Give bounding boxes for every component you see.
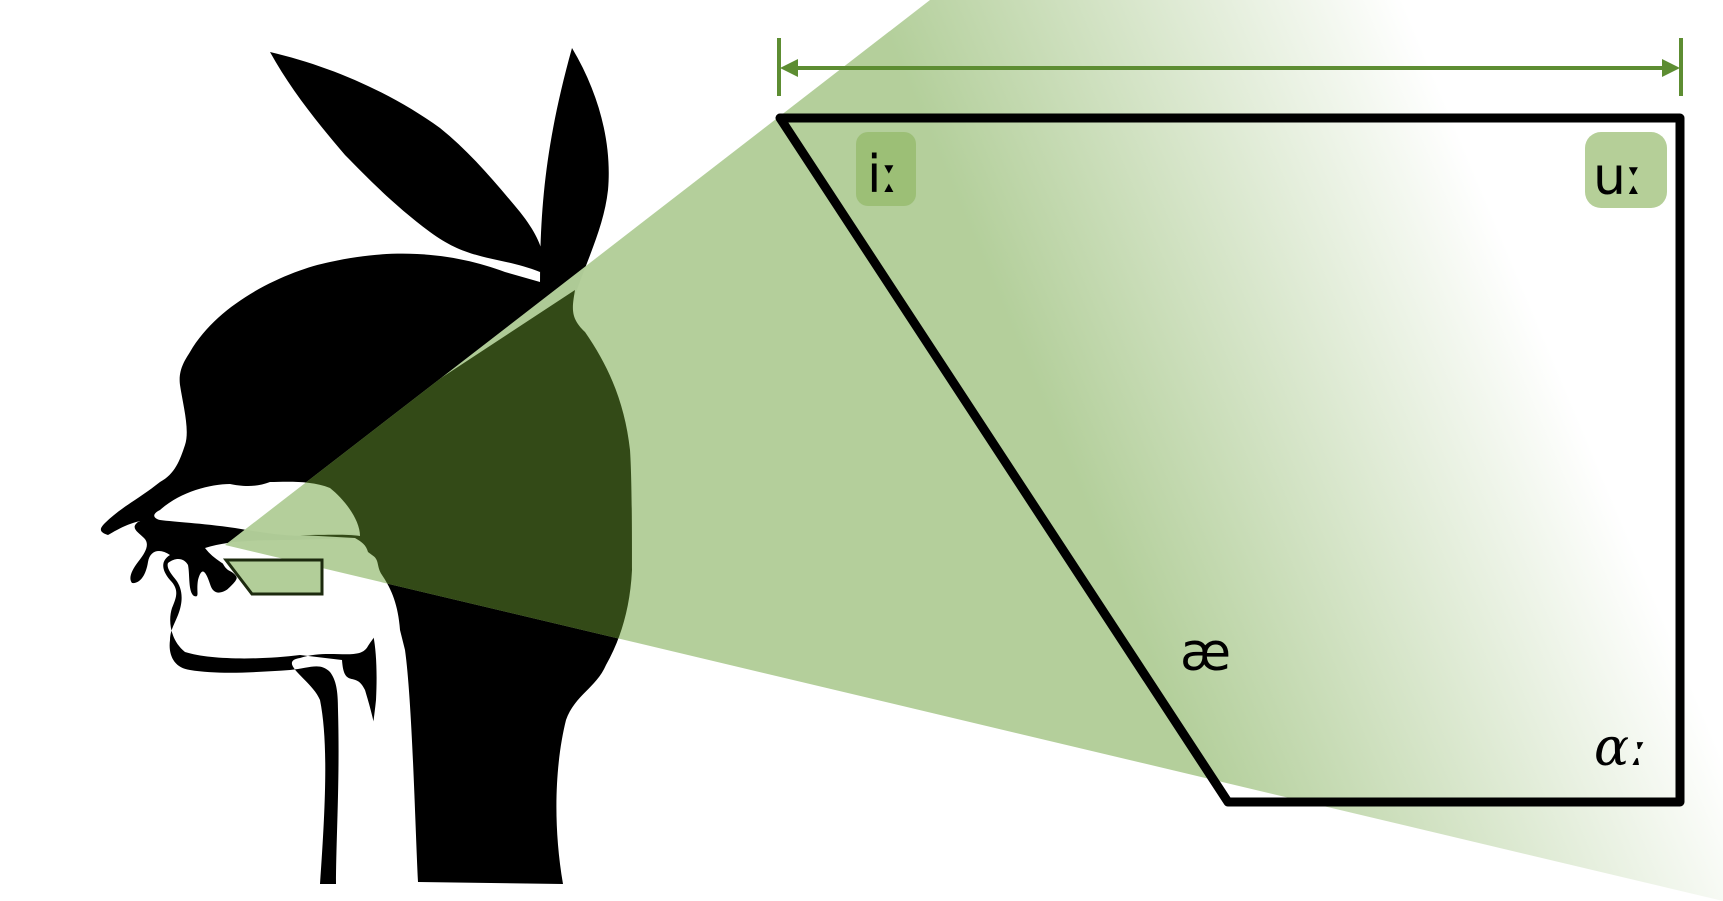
vowel-ae: æ (1180, 623, 1231, 683)
left-ear-shape (270, 52, 543, 272)
vowel-u-long: uː (1593, 147, 1643, 207)
vowel-i-long: iː (867, 145, 899, 205)
vowel-a-long: ɑː (1594, 718, 1647, 778)
arrow-left-head (780, 59, 798, 77)
